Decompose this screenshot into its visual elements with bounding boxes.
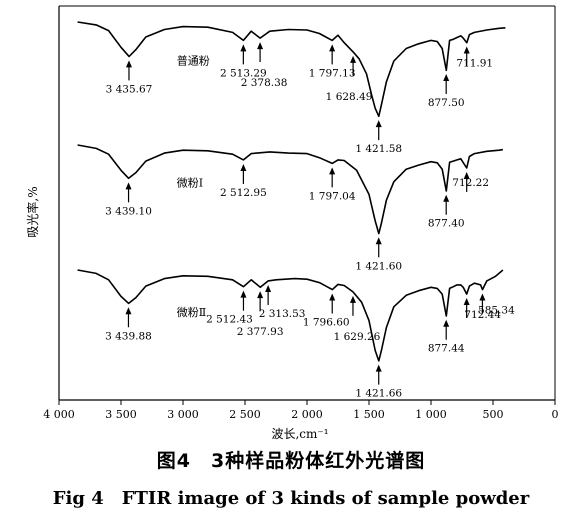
x-tick-label: 2 000 (291, 408, 323, 421)
peak-annotation: 1 629.26 (334, 295, 381, 343)
x-tick-label: 500 (483, 408, 504, 421)
peak-annotation-layer: 3 435.67 2 513.292 378.38 1 797.13 1 628.49… (105, 42, 515, 400)
peak-arrow-head (349, 295, 356, 303)
peak-arrow-head (125, 182, 132, 190)
peak-arrow-head (443, 319, 450, 327)
peak-arrow-head (375, 120, 382, 128)
peak-arrow-head (329, 293, 336, 301)
peak-arrow-head (240, 290, 247, 298)
peak-annotation: 712.22 (452, 171, 489, 192)
peak-label: 1 628.49 (326, 91, 373, 103)
peak-arrow-head (463, 298, 470, 306)
spectrum-line-1 (77, 21, 506, 118)
peak-annotation: 3 439.88 (105, 307, 152, 342)
peak-annotation: 712.44 (463, 298, 501, 321)
peak-label: 1 421.60 (355, 260, 402, 272)
peak-label: 2 512.43 (206, 314, 253, 326)
peak-label: 712.22 (452, 177, 489, 189)
peak-annotation: 1 628.49 (326, 55, 373, 103)
peak-arrow-head (257, 42, 264, 50)
peak-arrow-head (257, 291, 264, 299)
peak-arrow-head (265, 284, 272, 292)
peak-arrow-head (125, 60, 132, 68)
peak-label: 1 797.13 (309, 67, 356, 79)
x-tick-label: 4 000 (43, 408, 75, 421)
peak-annotation: 3 435.67 (106, 60, 153, 95)
peak-label: 2 512.95 (220, 187, 267, 199)
x-tick-label: 1 000 (415, 408, 447, 421)
x-axis-label: 波长,cm⁻¹ (271, 427, 328, 440)
peak-annotation: 1 421.58 (355, 120, 402, 155)
peak-label: 3 439.88 (105, 330, 152, 342)
peak-label: 1 797.04 (309, 190, 356, 202)
spectrum-line-3 (77, 269, 504, 362)
peak-annotation: 711.91 (456, 46, 493, 70)
figure-caption-english: Fig 4 FTIR image of 3 kinds of sample po… (52, 488, 530, 509)
peak-arrow-head (375, 237, 382, 245)
peak-annotation: 2 512.95 (220, 163, 267, 199)
peak-annotation: 1 421.66 (355, 364, 402, 400)
peak-label: 2 313.53 (259, 308, 306, 320)
peak-label: 3 435.67 (106, 83, 153, 95)
peak-arrow-head (375, 364, 382, 372)
peak-annotation: 2 378.38 (241, 42, 288, 89)
y-axis-label: 吸光率,% (25, 186, 40, 237)
peak-annotation: 1 797.13 (309, 44, 356, 79)
spectrum-line-2 (77, 144, 504, 235)
peak-annotation: 3 439.10 (105, 182, 152, 217)
series-name-label: 普通粉 (177, 54, 210, 68)
peak-annotation: 1 421.60 (355, 237, 402, 272)
peak-arrow-head (463, 46, 470, 54)
peak-arrow-head (240, 163, 247, 171)
peak-annotation: 877.40 (428, 194, 465, 230)
peak-annotation: 2 313.53 (259, 284, 306, 320)
peak-annotation: 877.44 (428, 319, 465, 355)
series-name-label: 微粉Ⅰ (177, 175, 203, 189)
peak-arrow-head (125, 307, 132, 315)
x-tick-label: 1 500 (353, 408, 385, 421)
figure-caption-chinese: 图4 3种样品粉体红外光谱图 (156, 450, 426, 472)
peak-label: 1 796.60 (303, 317, 350, 329)
peak-arrow-head (443, 73, 450, 81)
peak-label: 711.91 (456, 58, 493, 70)
peak-arrow-head (240, 44, 247, 52)
peak-label: 1 421.66 (355, 388, 402, 400)
peak-annotation: 2 513.29 (220, 44, 267, 79)
peak-label: 2 513.29 (220, 67, 267, 79)
peak-annotation: 1 796.60 (303, 293, 350, 329)
peak-label: 1 629.26 (334, 331, 381, 343)
peak-label: 877.50 (428, 97, 465, 109)
peak-label: 3 439.10 (105, 205, 152, 217)
peak-annotation: 2 377.93 (237, 291, 284, 338)
peak-label: 712.44 (464, 309, 501, 321)
peak-annotation: 2 512.43 (206, 290, 253, 326)
peak-label: 2 378.38 (241, 77, 288, 89)
plot-frame (58, 5, 556, 401)
series-name-label: 微粉Ⅱ (177, 305, 206, 319)
peak-arrow-head (479, 293, 486, 301)
x-tick-label: 3 500 (105, 408, 137, 421)
peak-label: 877.44 (428, 343, 465, 355)
peak-label: 877.40 (428, 218, 465, 230)
x-tick-layer: 4 000 3 500 3 000 2 500 2 000 1 500 1 000 500 0 (43, 400, 559, 421)
peak-arrow-head (350, 55, 357, 63)
peak-label: 1 421.58 (355, 143, 402, 155)
spectra-layer (77, 21, 506, 362)
peak-annotation: 877.50 (428, 73, 465, 109)
peak-arrow-head (329, 167, 336, 175)
peak-arrow-head (443, 194, 450, 202)
peak-arrow-head (329, 44, 336, 52)
x-tick-label: 0 (552, 408, 559, 421)
peak-annotation: 1 797.04 (309, 167, 356, 202)
x-tick-label: 2 500 (229, 408, 261, 421)
peak-label: 2 377.93 (237, 326, 284, 338)
peak-arrow-head (463, 171, 470, 179)
x-tick-label: 3 000 (167, 408, 199, 421)
peak-label: 585.34 (478, 304, 515, 316)
peak-annotation: 585.34 (478, 293, 515, 316)
